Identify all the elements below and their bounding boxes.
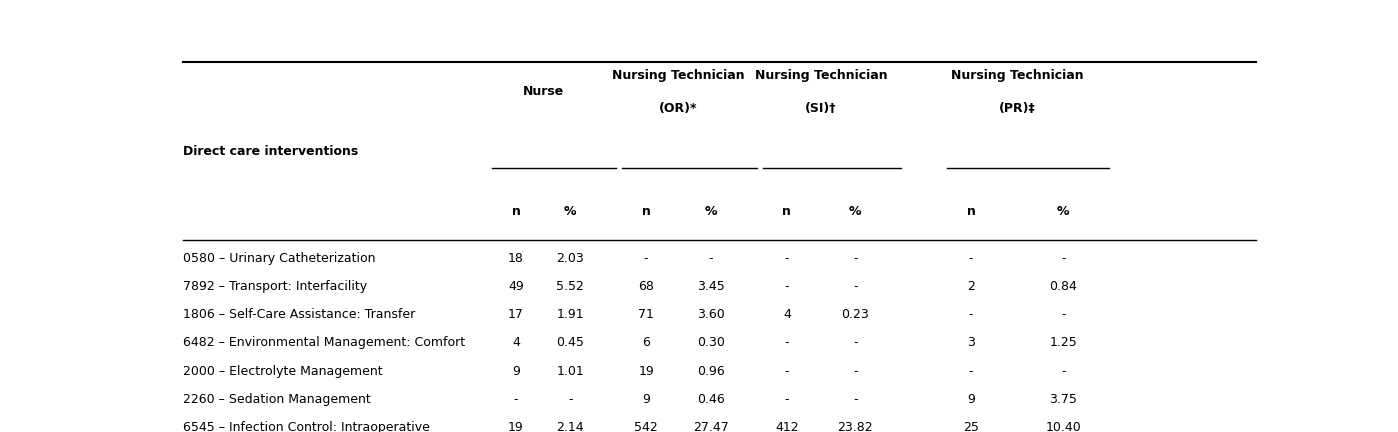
Text: 4: 4 — [783, 308, 791, 321]
Text: Nurse: Nurse — [523, 85, 563, 98]
Text: n: n — [642, 205, 650, 218]
Text: -: - — [853, 337, 857, 349]
Text: -: - — [853, 251, 857, 264]
Text: 23.82: 23.82 — [837, 421, 872, 432]
Text: -: - — [853, 280, 857, 293]
Text: 25: 25 — [963, 421, 979, 432]
Text: -: - — [969, 251, 973, 264]
Text: -: - — [1061, 308, 1065, 321]
Text: 1.25: 1.25 — [1050, 337, 1076, 349]
Text: -: - — [784, 280, 788, 293]
Text: Nursing Technician: Nursing Technician — [612, 69, 745, 82]
Text: -: - — [568, 393, 572, 406]
Text: (PR)‡: (PR)‡ — [998, 102, 1036, 115]
Text: 4: 4 — [512, 337, 520, 349]
Text: -: - — [784, 365, 788, 378]
Text: 9: 9 — [967, 393, 974, 406]
Text: -: - — [784, 393, 788, 406]
Text: 3: 3 — [967, 337, 974, 349]
Text: 19: 19 — [637, 365, 654, 378]
Text: 1.91: 1.91 — [556, 308, 584, 321]
Text: 18: 18 — [507, 251, 524, 264]
Text: -: - — [1061, 251, 1065, 264]
Text: 0.46: 0.46 — [698, 393, 726, 406]
Text: n: n — [512, 205, 520, 218]
Text: 7892 – Transport: Interfacility: 7892 – Transport: Interfacility — [183, 280, 368, 293]
Text: 0.96: 0.96 — [698, 365, 726, 378]
Text: 2: 2 — [967, 280, 974, 293]
Text: 1806 – Self-Care Assistance: Transfer: 1806 – Self-Care Assistance: Transfer — [183, 308, 415, 321]
Text: -: - — [853, 393, 857, 406]
Text: 0.30: 0.30 — [698, 337, 726, 349]
Text: 6482 – Environmental Management: Comfort: 6482 – Environmental Management: Comfort — [183, 337, 466, 349]
Text: 9: 9 — [642, 393, 650, 406]
Text: 49: 49 — [507, 280, 524, 293]
Text: 6545 – Infection Control: Intraoperative: 6545 – Infection Control: Intraoperative — [183, 421, 431, 432]
Text: 542: 542 — [635, 421, 658, 432]
Text: -: - — [784, 337, 788, 349]
Text: 0.45: 0.45 — [556, 337, 584, 349]
Text: 5.52: 5.52 — [556, 280, 584, 293]
Text: 10.40: 10.40 — [1046, 421, 1081, 432]
Text: (SI)†: (SI)† — [805, 102, 837, 115]
Text: -: - — [784, 251, 788, 264]
Text: 0.84: 0.84 — [1050, 280, 1076, 293]
Text: -: - — [709, 251, 713, 264]
Text: 27.47: 27.47 — [693, 421, 728, 432]
Text: 2.03: 2.03 — [556, 251, 584, 264]
Text: 9: 9 — [512, 365, 520, 378]
Text: %: % — [1057, 205, 1069, 218]
Text: 2.14: 2.14 — [556, 421, 584, 432]
Text: %: % — [563, 205, 576, 218]
Text: 3.75: 3.75 — [1050, 393, 1076, 406]
Text: 19: 19 — [507, 421, 524, 432]
Text: %: % — [705, 205, 717, 218]
Text: 0.23: 0.23 — [842, 308, 870, 321]
Text: 2260 – Sedation Management: 2260 – Sedation Management — [183, 393, 370, 406]
Text: -: - — [969, 365, 973, 378]
Text: -: - — [969, 308, 973, 321]
Text: 17: 17 — [507, 308, 524, 321]
Text: n: n — [966, 205, 976, 218]
Text: 3.45: 3.45 — [698, 280, 726, 293]
Text: 2000 – Electrolyte Management: 2000 – Electrolyte Management — [183, 365, 383, 378]
Text: Nursing Technician: Nursing Technician — [951, 69, 1083, 82]
Text: -: - — [853, 365, 857, 378]
Text: 71: 71 — [637, 308, 654, 321]
Text: %: % — [849, 205, 861, 218]
Text: Direct care interventions: Direct care interventions — [183, 145, 359, 158]
Text: -: - — [514, 393, 519, 406]
Text: 1.01: 1.01 — [556, 365, 584, 378]
Text: -: - — [644, 251, 649, 264]
Text: 0580 – Urinary Catheterization: 0580 – Urinary Catheterization — [183, 251, 376, 264]
Text: n: n — [783, 205, 791, 218]
Text: Nursing Technician: Nursing Technician — [755, 69, 888, 82]
Text: 3.60: 3.60 — [698, 308, 726, 321]
Text: 6: 6 — [642, 337, 650, 349]
Text: 68: 68 — [637, 280, 654, 293]
Text: 412: 412 — [774, 421, 798, 432]
Text: -: - — [1061, 365, 1065, 378]
Text: (OR)*: (OR)* — [660, 102, 698, 115]
